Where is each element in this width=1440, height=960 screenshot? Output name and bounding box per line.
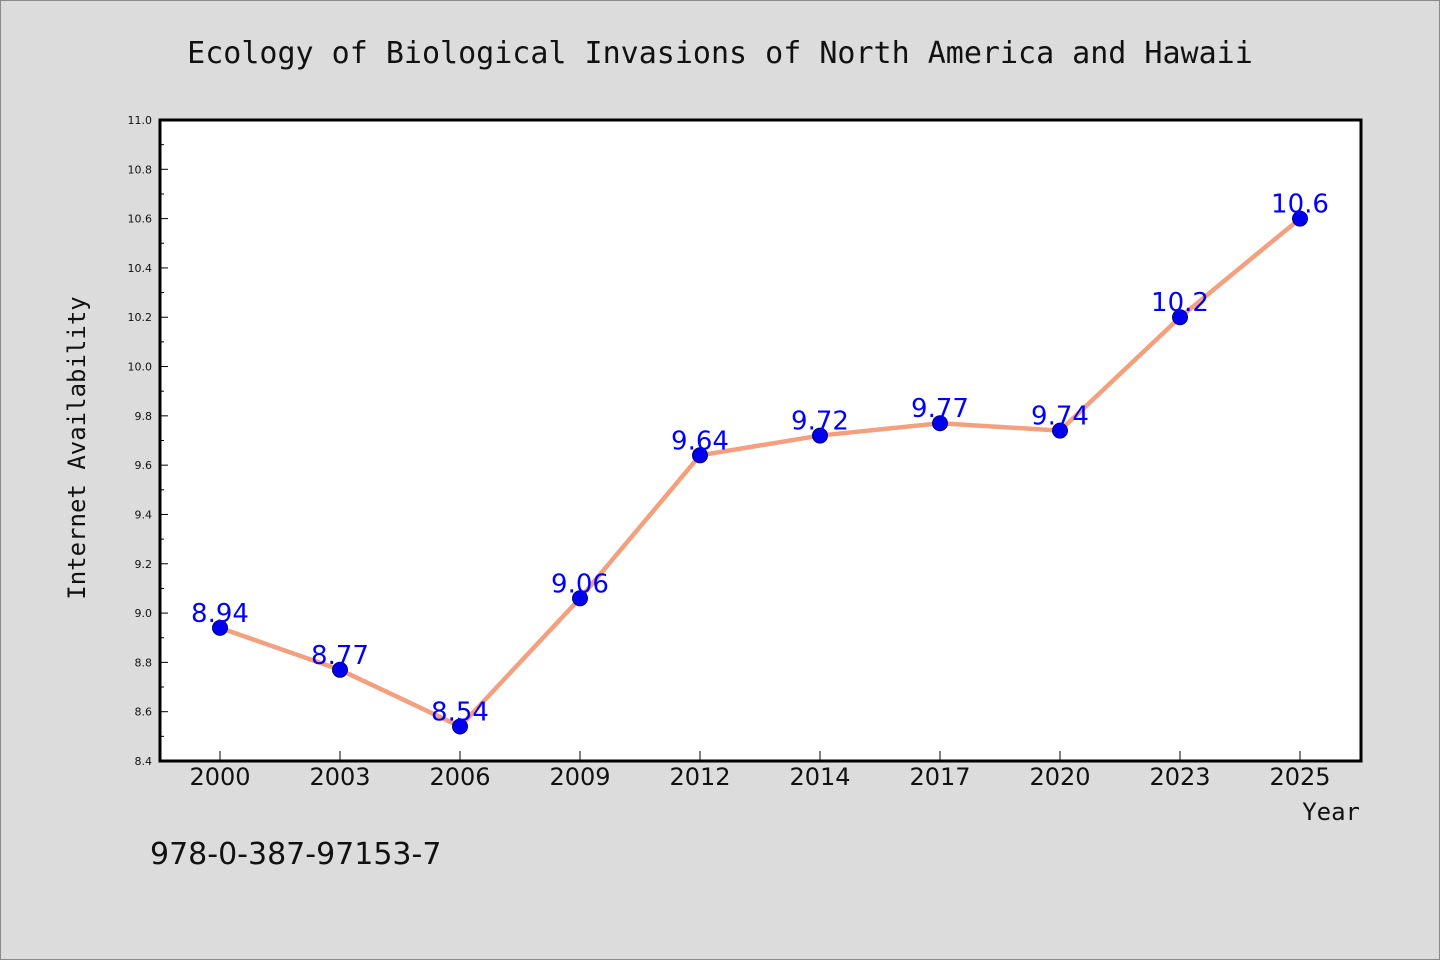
data-point-marker: [332, 661, 348, 678]
data-point-marker: [932, 415, 948, 432]
data-point-marker: [452, 718, 468, 735]
data-label: 9.64: [671, 426, 729, 456]
series-line: [217, 216, 1303, 729]
y-tick-label: 8.8: [135, 656, 153, 669]
x-tick-label: 2009: [549, 763, 610, 791]
data-point-marker: [572, 590, 588, 607]
x-tick-label: 2000: [189, 763, 250, 791]
data-point-marker: [212, 619, 228, 636]
data-point-marker: [1052, 422, 1068, 439]
x-tick-label: 2020: [1029, 763, 1090, 791]
series-group: 8.94 8.77 8.54 9.06 9.64 9.72 9.77 9.74 10.2 10.6: [191, 190, 1329, 735]
y-axis-label: Internet Availability: [63, 296, 91, 599]
y-tick-label: 10.6: [128, 213, 153, 226]
data-point-marker: [1292, 210, 1308, 227]
plot-area: [158, 118, 1363, 763]
y-tick-label: 10.2: [128, 311, 153, 324]
y-tick-label: 10.4: [128, 262, 153, 275]
x-tick-label: 2017: [909, 763, 970, 791]
y-tick-label: 9.4: [135, 508, 153, 521]
y-tick-label: 9.0: [135, 607, 153, 620]
chart-title: Ecology of Biological Invasions of North…: [187, 36, 1253, 71]
x-tick-label: 2014: [789, 763, 850, 791]
x-tick-label: 2023: [1149, 763, 1210, 791]
y-axis: 8.4 8.6 8.8 9.0 9.2 9.4 9.6 9.8 10.0 10.2 10.4 10.6…: [128, 114, 168, 768]
data-label: 9.72: [791, 407, 849, 437]
x-axis: 2000 2003 2006 2009 2012 2014 2017 2020 2023 2025: [189, 751, 1331, 791]
y-tick-label: 10.8: [128, 163, 153, 176]
y-tick-label: 10.0: [128, 361, 153, 374]
data-label: 8.54: [431, 697, 489, 727]
data-point-marker: [1172, 309, 1188, 326]
data-label: 8.94: [191, 599, 249, 629]
y-tick-label: 9.6: [135, 459, 153, 472]
x-axis-label: Year: [1302, 798, 1360, 826]
x-tick-label: 2006: [429, 763, 490, 791]
y-tick-label: 9.2: [135, 558, 153, 571]
data-point-marker: [812, 427, 828, 444]
data-point-marker: [692, 447, 708, 464]
isbn-text: 978-0-387-97153-7: [150, 837, 441, 872]
data-label: 9.74: [1031, 402, 1089, 432]
data-label: 9.77: [911, 394, 969, 424]
y-tick-label: 8.4: [135, 755, 153, 768]
y-tick-label: 11.0: [128, 114, 153, 127]
data-label: 10.2: [1151, 288, 1209, 318]
x-tick-label: 2003: [309, 763, 370, 791]
x-tick-label: 2012: [669, 763, 730, 791]
y-tick-label: 8.6: [135, 706, 153, 719]
data-label: 8.77: [311, 641, 369, 671]
data-label: 9.06: [551, 569, 609, 599]
x-tick-label: 2025: [1269, 763, 1330, 791]
y-tick-label: 9.8: [135, 410, 153, 423]
data-label: 10.6: [1271, 190, 1329, 220]
